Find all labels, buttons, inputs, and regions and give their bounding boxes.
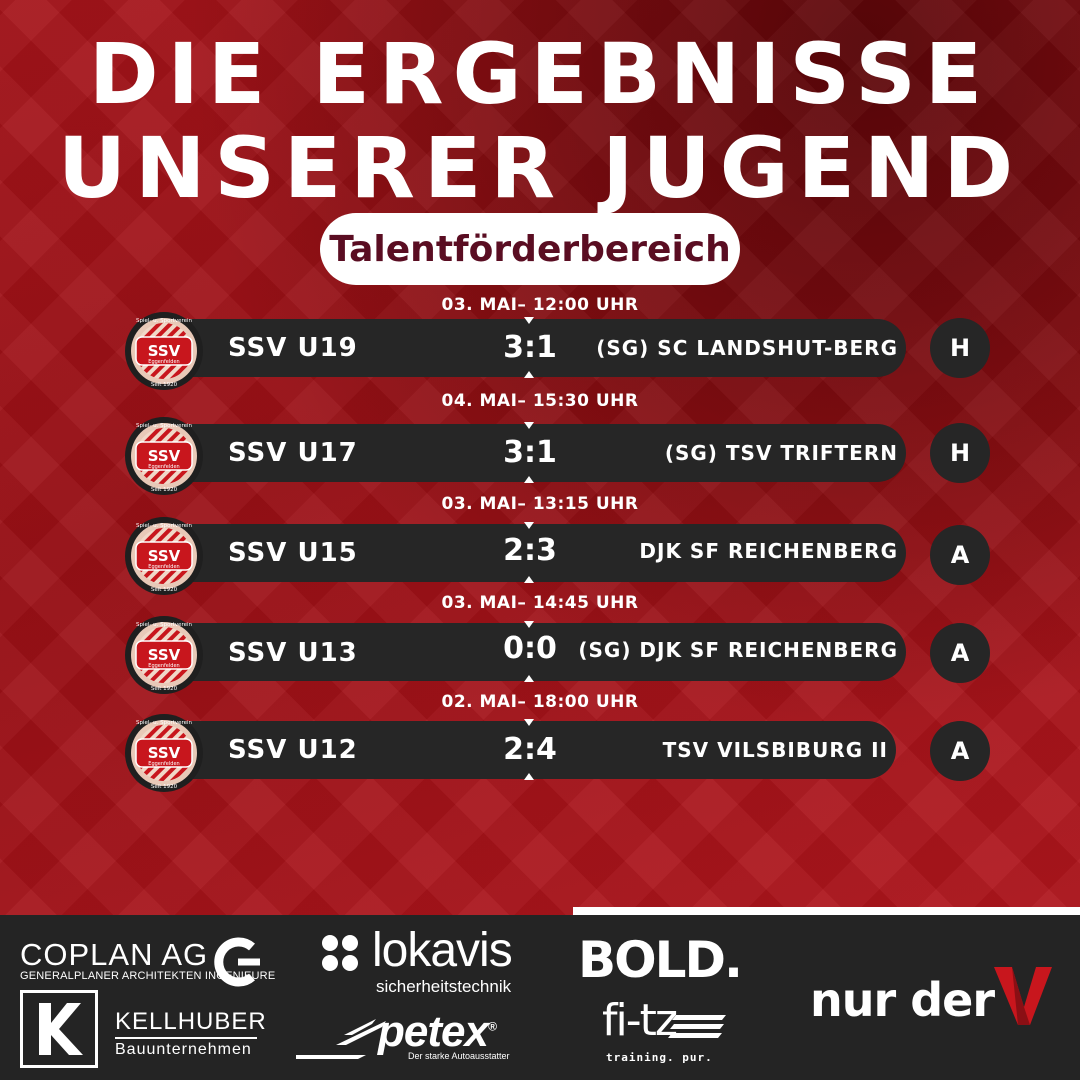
match-datetime: 04. MAI– 15:30 UHR (441, 391, 639, 411)
match-score: 3:1 (503, 435, 557, 470)
match-score: 3:1 (503, 330, 557, 365)
four-dots-icon (322, 935, 358, 971)
svg-text:Seit 1920: Seit 1920 (151, 487, 178, 493)
match-datetime: 02. MAI– 18:00 UHR (441, 692, 639, 712)
match-datetime: 03. MAI– 14:45 UHR (441, 593, 639, 613)
headline-line-1: DIE ERGEBNISSE (88, 25, 992, 123)
away-team: (SG) DJK SF REICHENBERG (578, 638, 898, 662)
arrow-up-icon (524, 371, 534, 378)
home-team: SSV U13 (228, 638, 358, 668)
match-row: 04. MAI– 15:30 UHR SSV Eggenfelden Spiel- … (0, 391, 1080, 495)
svg-text:Spiel- u. Sportverein: Spiel- u. Sportverein (136, 523, 193, 529)
svg-text:Seit 1920: Seit 1920 (151, 686, 178, 692)
arrow-down-icon (524, 719, 534, 726)
sponsor-petex-tagline: Der starke Autoausstatter (408, 1051, 510, 1061)
away-team: (SG) TSV TRIFTERN (664, 441, 898, 465)
venue-badge: H (930, 423, 990, 483)
svg-text:Eggenfelden: Eggenfelden (148, 663, 179, 669)
stripes-icon (668, 1015, 726, 1038)
match-score: 0:0 (503, 631, 557, 666)
svg-text:Eggenfelden: Eggenfelden (148, 564, 179, 570)
venue-badge: A (930, 623, 990, 683)
match-row: 03. MAI– 14:45 UHR SSV Eggenfelden Spiel- … (0, 593, 1080, 694)
arrow-down-icon (524, 522, 534, 529)
svg-text:Eggenfelden: Eggenfelden (148, 464, 179, 470)
arrow-up-icon (524, 675, 534, 682)
match-bar (150, 524, 906, 582)
arrow-up-icon (524, 576, 534, 583)
sponsor-coplan-name: COPLAN AG (20, 937, 209, 972)
svg-text:Eggenfelden: Eggenfelden (148, 761, 179, 767)
footer-accent-line (573, 907, 1080, 915)
venue-badge: H (930, 318, 990, 378)
match-datetime: 03. MAI– 13:15 UHR (441, 494, 639, 514)
match-score: 2:3 (503, 533, 557, 568)
kellhuber-divider (115, 1037, 257, 1039)
sponsor-lokavis-name: lokavis (372, 924, 513, 977)
sponsor-lokavis-tagline: sicherheitstechnik (376, 977, 512, 996)
match-bar (150, 319, 906, 377)
sponsor-footer: COPLAN AG GENERALPLANER ARCHITEKTEN INGE… (0, 907, 1080, 1080)
sponsor-coplan-tagline: GENERALPLANER ARCHITEKTEN INGENIEURE (20, 970, 276, 982)
arrow-down-icon (524, 422, 534, 429)
svg-text:SSV: SSV (148, 646, 181, 664)
away-team: TSV VILSBIBURG II (662, 738, 888, 762)
svg-text:Seit 1920: Seit 1920 (151, 587, 178, 593)
arrow-down-icon (524, 621, 534, 628)
svg-text:SSV: SSV (148, 547, 181, 565)
sponsor-petex-name: petex® (378, 1007, 497, 1056)
home-team: SSV U17 (228, 438, 358, 468)
match-bar (150, 721, 896, 779)
swoosh-icon (296, 1019, 386, 1059)
sponsor-kellhuber-tagline: Bauunternehmen (115, 1041, 252, 1058)
home-team: SSV U12 (228, 735, 358, 765)
arrow-up-icon (524, 773, 534, 780)
category-pill: Talentförderbereich (320, 213, 740, 285)
away-team: DJK SF REICHENBERG (639, 539, 898, 563)
arrow-up-icon (524, 476, 534, 483)
sponsor-fitz-name: fi-tz (602, 995, 678, 1046)
svg-text:Eggenfelden: Eggenfelden (148, 359, 179, 365)
arrow-down-icon (524, 317, 534, 324)
venue-badge: A (930, 721, 990, 781)
match-row: 03. MAI– 12:00 UHR SSV Eggenfelden Spiel- … (0, 295, 1080, 395)
headline-line-2: UNSERER JUGEND (57, 119, 1023, 217)
sponsor-kellhuber-name: KELLHUBER (115, 1008, 267, 1035)
svg-text:SSV: SSV (148, 447, 181, 465)
home-team: SSV U19 (228, 333, 358, 363)
match-row: 02. MAI– 18:00 UHR SSV Eggenfelden Spiel- … (0, 692, 1080, 792)
k-logo-icon (20, 990, 98, 1068)
svg-text:SSV: SSV (148, 342, 181, 360)
svg-text:Spiel- u. Sportverein: Spiel- u. Sportverein (136, 423, 193, 429)
svg-text:Spiel- u. Sportverein: Spiel- u. Sportverein (136, 720, 193, 726)
svg-text:SSV: SSV (148, 744, 181, 762)
svg-text:Spiel- u. Sportverein: Spiel- u. Sportverein (136, 622, 193, 628)
venue-badge: A (930, 525, 990, 585)
away-team: (SG) SC LANDSHUT-BERG (596, 336, 898, 360)
home-team: SSV U15 (228, 538, 358, 568)
category-label: Talentförderbereich (329, 228, 731, 270)
sponsor-bold-name: BOLD. (578, 931, 743, 989)
match-row: 03. MAI– 13:15 UHR SSV Eggenfelden Spiel- … (0, 494, 1080, 595)
match-bar (150, 623, 906, 681)
sponsor-fitz-tagline: training. pur. (606, 1051, 713, 1064)
coplan-c-icon (214, 937, 260, 987)
match-score: 2:4 (503, 732, 557, 767)
match-bar (150, 424, 906, 482)
match-datetime: 03. MAI– 12:00 UHR (441, 295, 639, 315)
registered-mark: ® (487, 1019, 497, 1034)
svg-text:Seit 1920: Seit 1920 (151, 784, 178, 790)
sponsor-nurder-name: nur der (810, 973, 995, 1027)
svg-text:Seit 1920: Seit 1920 (151, 382, 178, 388)
red-v-icon (994, 967, 1052, 1025)
svg-text:Spiel- u. Sportverein: Spiel- u. Sportverein (136, 318, 193, 324)
